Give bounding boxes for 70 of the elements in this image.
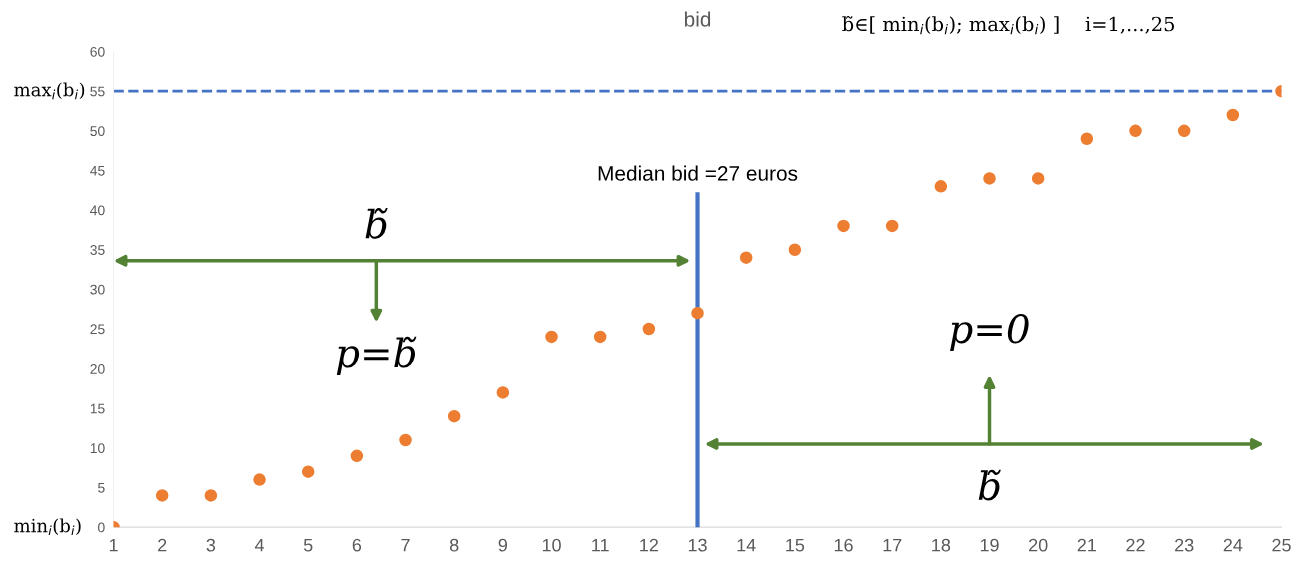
annotation: p=b̃: [336, 336, 417, 376]
x-tick-label: 13: [688, 538, 707, 552]
point: [1226, 108, 1240, 122]
point: [399, 433, 412, 447]
point: [934, 180, 948, 193]
y-tick-label: 25: [90, 324, 105, 335]
x-tick-label: 3: [206, 538, 216, 552]
y-tick-label: 10: [90, 443, 105, 454]
x-tick-label: 5: [303, 538, 313, 552]
point: [350, 449, 364, 463]
x-tick-label: 1: [109, 538, 118, 552]
chart-title: bid: [684, 11, 711, 27]
x-tick-label: 2: [158, 538, 167, 552]
y-tick-label: 55: [90, 86, 105, 97]
point: [1031, 172, 1045, 185]
x-tick-label: 19: [980, 538, 999, 552]
y-tick-label: 35: [90, 245, 105, 255]
x-tick-label: 15: [786, 538, 805, 552]
annotation: b̃: [365, 208, 388, 239]
y-tick-label: 5: [98, 483, 105, 493]
point: [253, 473, 266, 486]
x-tick-label: 9: [498, 538, 508, 552]
point: [1080, 132, 1094, 146]
annotation: Median bid =27 euros: [598, 165, 798, 181]
point: [301, 465, 315, 478]
annotation: p=0: [950, 314, 1029, 351]
point: [837, 219, 850, 233]
x-tick-label: 25: [1272, 538, 1291, 552]
x-tick-label: 23: [1175, 538, 1194, 552]
x-tick-label: 22: [1126, 538, 1145, 552]
x-tick-label: 16: [834, 538, 853, 552]
x-tick-label: 7: [401, 538, 410, 552]
x-tick-label: 18: [932, 538, 951, 552]
ref-line-label: max$_{i}$(b$_{i}$): [14, 82, 85, 100]
point: [155, 489, 169, 502]
y-tick-label: 40: [90, 205, 105, 216]
x-tick-label: 20: [1029, 538, 1048, 552]
annotation: min$_{i}$(b$_{i}$): [14, 518, 81, 536]
y-tick-label: 50: [90, 126, 105, 136]
point: [204, 489, 218, 502]
x-tick-label: 12: [640, 538, 658, 552]
y-tick-label: 45: [90, 165, 105, 176]
x-tick-label: 8: [449, 538, 459, 552]
x-tick-label: 17: [883, 538, 902, 552]
point: [593, 330, 607, 344]
y-tick-label: 60: [90, 46, 105, 57]
x-tick-label: 14: [737, 538, 756, 552]
point: [447, 409, 461, 423]
point: [1177, 124, 1191, 138]
point: [788, 243, 802, 256]
point: [739, 251, 753, 264]
y-tick-label: 15: [90, 403, 105, 414]
y-tick-label: 20: [90, 363, 105, 374]
x-tick-label: 4: [254, 538, 265, 552]
point: [545, 330, 558, 344]
x-tick-label: 21: [1077, 538, 1097, 552]
y-tick-label: 30: [90, 284, 105, 295]
y-tick-label: 0: [98, 522, 105, 533]
point: [691, 306, 704, 320]
point: [496, 386, 510, 399]
text: b̃∈[ min$_{i}$(b$_{i}$); max$_{i}$(b$_{i}$) ] i=1,...,25: [842, 15, 1174, 35]
point: [885, 219, 899, 233]
annotation: b̃: [978, 469, 1001, 501]
point: [642, 322, 656, 336]
point: [1129, 124, 1142, 138]
point: [983, 172, 996, 185]
x-tick-label: 10: [542, 538, 561, 552]
x-tick-label: 6: [352, 538, 362, 552]
x-tick-label: 11: [592, 538, 609, 552]
x-tick-label: 24: [1223, 538, 1243, 552]
